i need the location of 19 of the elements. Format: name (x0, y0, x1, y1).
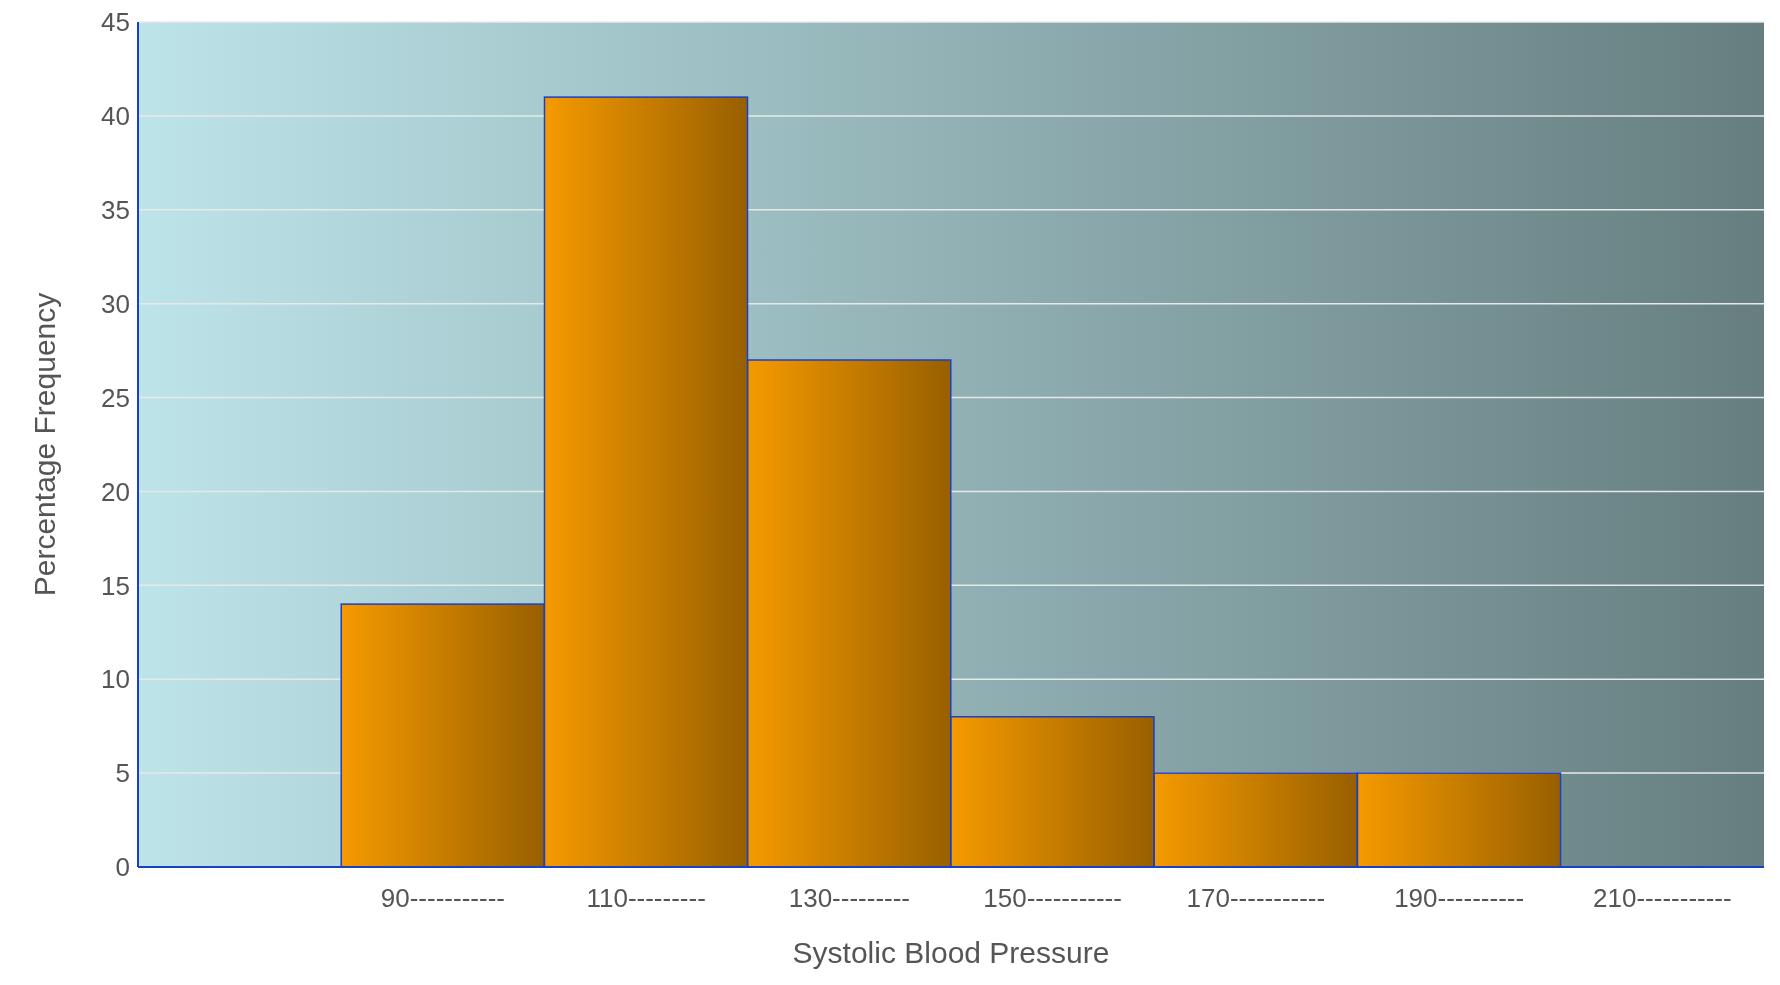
x-tick-label: 90----------- (380, 883, 505, 914)
y-tick-label: 25 (101, 382, 130, 413)
y-tick-label: 40 (101, 101, 130, 132)
x-axis-title: Systolic Blood Pressure (792, 936, 1110, 969)
x-tick-label: 130--------- (788, 883, 911, 914)
y-tick-label: 15 (101, 570, 130, 601)
x-tick-label: 150----------- (983, 883, 1122, 914)
x-tick-label: 190---------- (1394, 883, 1525, 914)
y-tick-label: 30 (101, 288, 130, 319)
y-tick-label: 45 (101, 7, 130, 38)
y-tick-label: 10 (101, 664, 130, 695)
y-tick-label: 35 (101, 195, 130, 226)
y-tick-label: 5 (115, 758, 130, 789)
x-tick-label: 110--------- (586, 883, 706, 914)
y-tick-label: 20 (101, 476, 130, 507)
x-tick-label: 170----------- (1186, 883, 1326, 914)
x-tick-label: 210----------- (1593, 883, 1732, 914)
y-tick-label: 0 (115, 852, 130, 883)
y-axis-title: Percentage Frequency (27, 292, 61, 597)
